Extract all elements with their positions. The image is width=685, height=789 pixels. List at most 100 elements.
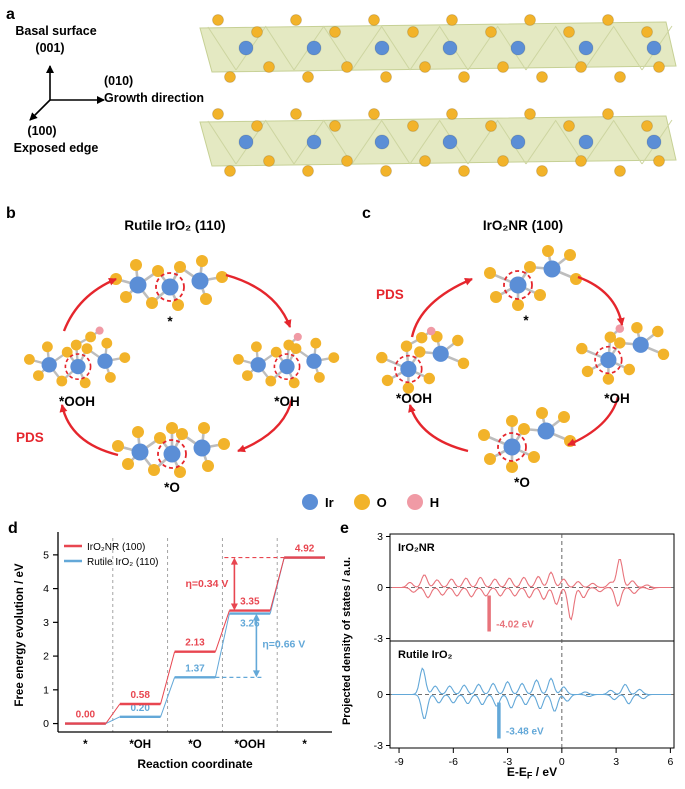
exposed-edge-label: Exposed edge	[13, 141, 99, 155]
ir-atom	[163, 445, 181, 463]
svg-text:3: 3	[613, 756, 619, 768]
site-label-oh-b: *OH	[274, 394, 300, 409]
o-atom	[524, 108, 536, 120]
site-label-oh-c: *OH	[604, 391, 630, 406]
o-atom	[602, 373, 615, 385]
o-atom	[542, 245, 554, 257]
value-label: 4.92	[295, 544, 315, 555]
cycle-arrow-star-to-oh	[577, 275, 625, 326]
o-atom	[534, 289, 546, 301]
o-atom	[202, 460, 214, 472]
molecular-cluster-OOH	[376, 326, 470, 394]
molecular-cluster-OH	[576, 322, 670, 385]
h-atom	[95, 326, 104, 335]
o-atom	[263, 155, 275, 167]
o-atom	[212, 14, 224, 26]
o-atom	[216, 271, 228, 283]
o-atom	[518, 423, 530, 435]
ir-atom	[442, 134, 458, 150]
o-atom	[33, 370, 44, 381]
h-atom	[615, 324, 625, 333]
svg-text:3: 3	[377, 531, 383, 543]
site-label-ooh-c: *OOH	[395, 391, 432, 406]
o-atom	[119, 352, 131, 363]
dos-curve-down	[391, 693, 672, 719]
o-atom	[152, 265, 164, 277]
o-atom	[381, 374, 394, 387]
o-atom	[446, 14, 458, 26]
overpotential-red: η=0.34 V	[185, 578, 228, 590]
o-atom	[200, 293, 212, 305]
o-atom	[368, 14, 380, 26]
series-legend-blue: Rutile IrO₂ (110)	[87, 557, 159, 568]
x-tick-label: *	[83, 739, 88, 751]
h-atom-icon	[406, 494, 423, 510]
molecular-cluster-O	[112, 422, 230, 478]
site-label-o-c: *O	[514, 475, 530, 490]
o-atom	[458, 71, 470, 83]
value-label: 0.20	[130, 703, 150, 714]
o-atom	[497, 155, 509, 167]
svg-text:0: 0	[559, 756, 565, 768]
ir-atom	[306, 134, 322, 150]
molecular-cluster-OOH	[23, 326, 131, 389]
svg-text:3: 3	[43, 617, 49, 629]
o-atom	[380, 71, 392, 83]
o-atom	[419, 61, 431, 73]
o-atom	[400, 340, 413, 352]
o-atom	[575, 155, 587, 167]
o-atom	[564, 249, 576, 261]
basal-plane-index: (001)	[35, 41, 65, 55]
active-site-highlight	[497, 432, 527, 462]
value-label: 2.13	[185, 638, 205, 649]
o-atom	[341, 61, 353, 73]
legend-item-o: O	[353, 494, 387, 510]
pds-label-c: PDS	[376, 287, 404, 302]
ir-atom	[250, 357, 266, 373]
svg-text:5: 5	[43, 549, 49, 561]
dos-curve-up	[391, 667, 672, 696]
o-atom	[484, 453, 496, 465]
basal-surface-label: Basal surface	[15, 24, 97, 38]
o-atom	[497, 61, 509, 73]
legend-item-h: H	[406, 494, 439, 510]
o-atom	[581, 365, 594, 378]
o-atom	[657, 348, 670, 360]
o-atom	[154, 432, 166, 444]
o-atom	[602, 108, 614, 120]
o-atom	[376, 351, 388, 364]
legend-label-o: O	[376, 494, 387, 510]
o-atom	[270, 346, 282, 358]
o-atom	[310, 337, 322, 349]
rutile-clusters	[23, 255, 340, 478]
ir-atom	[432, 345, 449, 362]
o-atom	[446, 108, 458, 120]
o-atom	[524, 261, 536, 273]
o-atom	[402, 382, 415, 394]
ir-atom	[193, 439, 211, 457]
o-atom	[641, 120, 653, 132]
active-site-highlight	[594, 345, 623, 375]
y-axis-label: Free energy evolution / eV	[14, 563, 26, 706]
o-atom	[42, 341, 53, 353]
crystal-axes-icon	[29, 65, 105, 121]
o-atom	[536, 71, 548, 83]
growth-plane-index: (010)	[104, 74, 134, 88]
o-atom	[224, 165, 236, 177]
molecular-cluster-bare	[484, 245, 582, 311]
o-atom	[166, 422, 178, 434]
active-site-highlight	[157, 439, 187, 469]
o-atom	[132, 426, 144, 438]
o-atom	[146, 297, 158, 309]
ir-atom	[646, 134, 662, 150]
o-atom	[416, 331, 428, 344]
o-atom	[196, 255, 208, 267]
o-atom	[512, 299, 524, 311]
site-label-ooh-b: *OOH	[58, 394, 95, 409]
o-atom	[85, 331, 96, 343]
o-atom	[251, 120, 263, 132]
ir-atom	[374, 134, 390, 150]
site-label-o-b: *O	[164, 480, 180, 495]
nr-cycle-title: IrO₂NR (100)	[482, 218, 564, 233]
o-atom	[251, 341, 262, 353]
